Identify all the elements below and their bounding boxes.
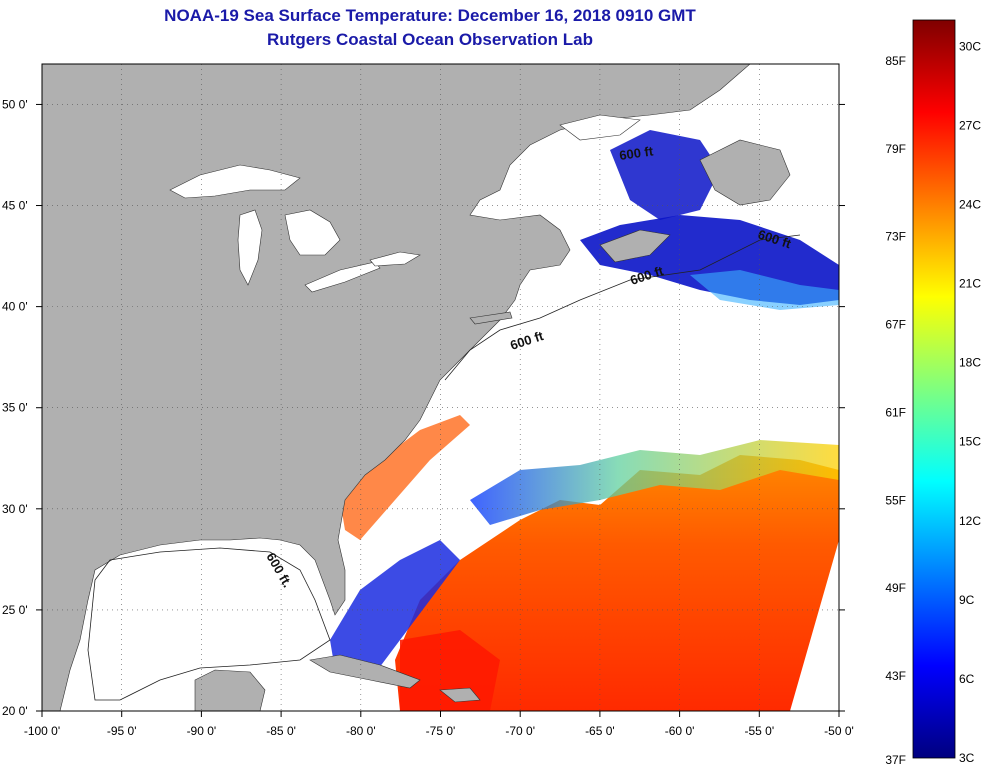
lon-tick-label: -95 0' [107, 724, 137, 738]
lon-tick-label: -75 0' [426, 724, 456, 738]
lon-tick-label: -65 0' [585, 724, 615, 738]
colorbar-c-label: 12C [959, 514, 981, 528]
north-america-land [42, 64, 751, 711]
colorbar-f-label: 79F [885, 142, 906, 156]
colorbar-c-label: 21C [959, 277, 981, 291]
colorbar-c-label: 6C [959, 672, 975, 686]
lake-superior [169, 164, 301, 199]
colorbar-strip [912, 19, 956, 759]
colorbar-celsius-labels: 30C 27C 24C 21C 18C 15C 12C 9C 6C 3C [959, 39, 981, 765]
colorbar-c-label: 3C [959, 751, 975, 765]
gulf-600ft-contour [87, 547, 331, 701]
colorbar-c-label: 27C [959, 118, 981, 132]
colorbar-c-label: 24C [959, 198, 981, 212]
lat-tick-label: 30 0' [2, 502, 28, 516]
map-subtitle: Rutgers Coastal Ocean Observation Lab [267, 30, 593, 49]
lat-tick-label: 45 0' [2, 199, 28, 213]
nova-scotia-land [599, 229, 671, 263]
map-frame [41, 63, 840, 712]
colorbar-fahrenheit-labels: 85F 79F 73F 67F 61F 55F 49F 43F 37F [885, 54, 906, 767]
caribbean-warm [400, 630, 500, 711]
lon-tick-label: -70 0' [505, 724, 535, 738]
lon-tick-label: -60 0' [665, 724, 695, 738]
lake-ontario [369, 251, 421, 267]
lon-tick-label: -85 0' [266, 724, 296, 738]
colorbar-c-label: 30C [959, 39, 981, 53]
colorbar-f-label: 73F [885, 230, 906, 244]
land-mass [42, 64, 791, 711]
lon-tick-label: -90 0' [187, 724, 217, 738]
lake-erie [304, 261, 381, 293]
great-lakes [169, 114, 641, 293]
lat-tick-label: 50 0' [2, 97, 28, 111]
newfoundland-cold [610, 130, 720, 220]
lat-tick-label: 35 0' [2, 401, 28, 415]
depth-label-newfoundland: 600 ft [618, 143, 654, 163]
atlantic-600ft-contour [444, 234, 801, 381]
colorbar-f-label: 55F [885, 493, 906, 507]
hudson-bay-edge [559, 114, 641, 141]
lake-huron [284, 209, 341, 256]
map-title: NOAA-19 Sea Surface Temperature: Decembe… [164, 6, 696, 25]
lon-tick-label: -80 0' [346, 724, 376, 738]
latitude-ticks: 50 0' 45 0' 40 0' 35 0' 30 0' 25 0' 20 0' [2, 97, 845, 718]
lat-tick-label: 40 0' [2, 300, 28, 314]
colorbar-c-label: 18C [959, 356, 981, 370]
lon-tick-label: -100 0' [24, 724, 60, 738]
long-island-land [469, 311, 513, 325]
gulf-shelf-band [690, 270, 839, 310]
hispaniola-land [439, 687, 481, 703]
cuba-land [309, 654, 421, 689]
lon-tick-label: -55 0' [744, 724, 774, 738]
lat-tick-label: 25 0' [2, 603, 28, 617]
lon-tick-label: -50 0' [824, 724, 854, 738]
colorbar-c-label: 15C [959, 435, 981, 449]
sst-map[interactable]: 600 ft 600 ft 600 ft 600 ft 600 ft. -100… [0, 0, 860, 770]
warm-sst-swath [395, 455, 839, 711]
lake-michigan [237, 209, 263, 286]
longitude-ticks: -100 0' -95 0' -90 0' -85 0' -80 0' -75 0' -70… [24, 711, 854, 738]
cold-shelf-water [330, 540, 460, 680]
colorbar-f-label: 37F [885, 753, 906, 767]
sst-mixed-band [470, 440, 839, 525]
colorbar-c-label: 9C [959, 593, 975, 607]
lat-tick-label: 20 0' [2, 704, 28, 718]
newfoundland-land [699, 139, 791, 206]
colorbar-f-label: 49F [885, 581, 906, 595]
colorbar-f-label: 43F [885, 669, 906, 683]
colorbar-f-label: 85F [885, 54, 906, 68]
yucatan-land [194, 669, 266, 711]
colorbar-f-label: 67F [885, 318, 906, 332]
colorbar-f-label: 61F [885, 405, 906, 419]
